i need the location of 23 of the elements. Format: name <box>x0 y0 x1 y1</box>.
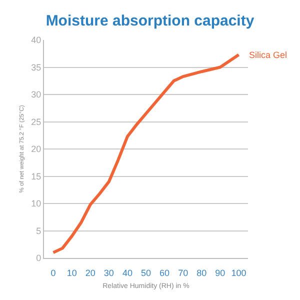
x-tick-label: 50 <box>140 268 152 278</box>
y-tick-label: 25 <box>31 116 42 127</box>
y-tick-label: 5 <box>36 226 42 236</box>
y-tick-label: 15 <box>31 171 42 182</box>
x-tick-label: 30 <box>104 268 114 278</box>
x-tick-label: 0 <box>50 268 56 278</box>
x-tick-label: 100 <box>231 268 246 278</box>
y-tick-label: 35 <box>31 62 42 72</box>
line-series <box>52 53 240 254</box>
y-tick-label: 10 <box>31 198 42 209</box>
x-tick-label: 60 <box>160 268 170 278</box>
chart-title: Moisture absorption capacity <box>46 12 255 30</box>
series-label: Silica Gel <box>249 50 288 60</box>
y-tick-label: 40 <box>31 35 42 46</box>
x-tick-label: 20 <box>85 268 96 278</box>
x-tick-label: 10 <box>66 268 77 278</box>
x-tick-label: 40 <box>122 268 132 278</box>
x-tick-label: 70 <box>178 268 188 278</box>
x-tick-label: 80 <box>196 268 207 278</box>
y-tick-label: 0 <box>36 253 42 264</box>
x-tick-label: 90 <box>215 268 226 278</box>
y-tick-label: 20 <box>31 144 42 154</box>
y-tick-label: 30 <box>31 90 42 100</box>
